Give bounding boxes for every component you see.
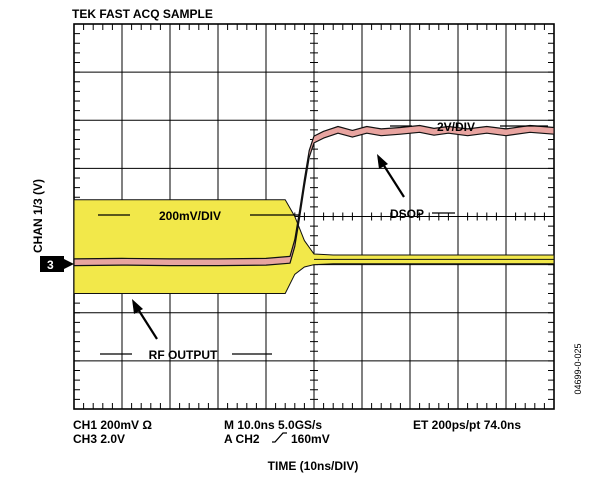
rf-arrowhead [132, 299, 143, 314]
readout-ch1: CH1 200mV Ω [73, 418, 152, 432]
readout-trigger-channel: A CH2 [224, 432, 260, 446]
rf-scale-label: 200mV/DIV [159, 209, 221, 223]
channel-3-marker-label: 3 [47, 258, 54, 272]
dsop-band [73, 124, 555, 267]
rf-output-label: RF OUTPUT [149, 348, 218, 362]
page-title: TEK FAST ACQ SAMPLE [72, 7, 213, 21]
dsop-scale-label: 2V/DIV [437, 120, 475, 134]
x-axis-label: TIME (10ns/DIV) [268, 459, 359, 473]
rf-output-envelope [73, 199, 555, 294]
y-axis-label: CHAN 1/3 (V) [31, 179, 45, 253]
dsop-arrowhead [377, 154, 388, 169]
dsop-trace [73, 124, 555, 267]
figure-id: 04699-0-025 [573, 343, 583, 394]
readout-equivalent-time: ET 200ps/pt 74.0ns [413, 418, 521, 432]
readout-timebase: M 10.0ns 5.0GS/s [224, 418, 322, 432]
readout-trigger-level: 160mV [291, 432, 330, 446]
channel-3-ground-marker: 3 [40, 256, 74, 272]
annotations: 200mV/DIV 2V/DIV DSOP RF OUTPUT 3 [40, 120, 548, 362]
grid-layer [73, 23, 555, 410]
dsop-label: DSOP [390, 207, 424, 221]
dsop-arrow [380, 160, 405, 198]
trigger-slope-icon [272, 432, 287, 443]
rf-output-trace [73, 199, 555, 294]
readout-ch3: CH3 2.0V [73, 432, 125, 446]
rf-arrow [135, 305, 158, 340]
